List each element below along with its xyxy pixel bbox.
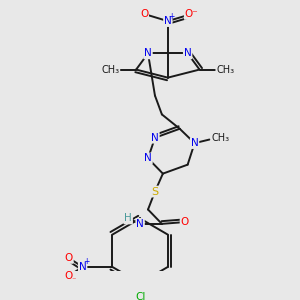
Text: O⁻: O⁻ bbox=[185, 9, 199, 19]
Text: N: N bbox=[151, 133, 159, 143]
Text: N: N bbox=[136, 219, 144, 229]
Text: H: H bbox=[124, 214, 132, 224]
Text: N: N bbox=[191, 138, 199, 148]
Text: +: + bbox=[83, 257, 90, 266]
Text: O: O bbox=[181, 217, 189, 227]
Text: N: N bbox=[184, 48, 191, 59]
Text: O: O bbox=[140, 9, 148, 19]
Text: N: N bbox=[144, 48, 152, 59]
Text: +: + bbox=[169, 12, 175, 21]
Text: O: O bbox=[64, 253, 73, 263]
Text: S: S bbox=[152, 187, 158, 196]
Text: Cl: Cl bbox=[135, 292, 145, 300]
Text: N: N bbox=[164, 16, 172, 26]
Text: CH₃: CH₃ bbox=[211, 133, 230, 143]
Text: CH₃: CH₃ bbox=[216, 64, 234, 75]
Text: CH₃: CH₃ bbox=[101, 64, 119, 75]
Text: ⁻: ⁻ bbox=[71, 275, 76, 284]
Text: O: O bbox=[64, 271, 73, 281]
Text: N: N bbox=[79, 262, 86, 272]
Text: N: N bbox=[144, 153, 152, 164]
